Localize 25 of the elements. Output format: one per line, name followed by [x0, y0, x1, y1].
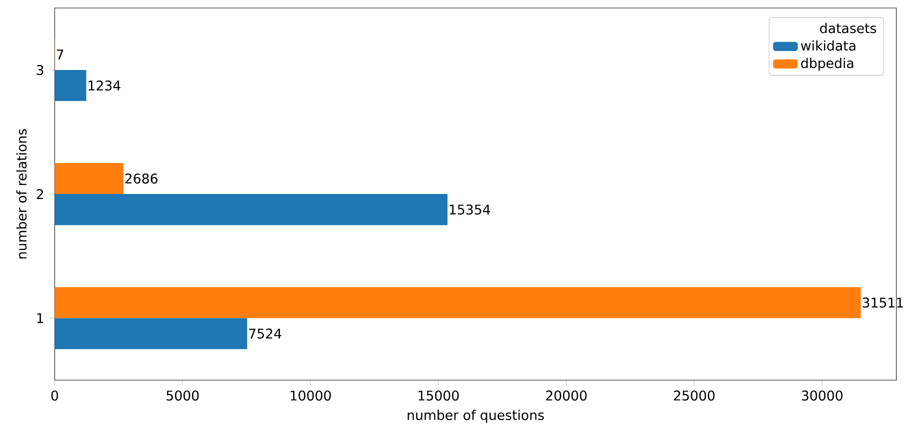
data-label: 2686: [125, 173, 158, 184]
bar: [54, 162, 124, 194]
y-tick-label: 2: [36, 189, 43, 199]
y-tick-label: 1: [37, 313, 44, 323]
legend-title: datasets: [820, 22, 876, 34]
y-axis-title: number of relations: [16, 129, 27, 258]
bar: [54, 194, 448, 226]
y-tick-label: 3: [36, 64, 44, 75]
data-label: 7: [56, 50, 64, 60]
bar: [54, 287, 861, 318]
legend-label: wikidata: [800, 40, 856, 51]
x-tick-label: 10000: [290, 390, 331, 401]
x-tick-label: 0: [51, 390, 58, 401]
x-tick-label: 20000: [546, 390, 587, 401]
legend-label: dbpedia: [801, 58, 854, 71]
data-label: 7524: [249, 328, 282, 339]
x-axis-title: number of questions: [408, 410, 544, 423]
x-tick-label: 15000: [418, 390, 459, 401]
data-label: 15354: [450, 204, 490, 215]
x-tick-label: 30000: [802, 390, 842, 401]
x-tick-label: 25000: [674, 390, 715, 401]
bar: [54, 70, 86, 101]
data-label: 1234: [88, 80, 120, 91]
x-tick-label: 5000: [166, 390, 199, 401]
bar: [54, 318, 248, 350]
